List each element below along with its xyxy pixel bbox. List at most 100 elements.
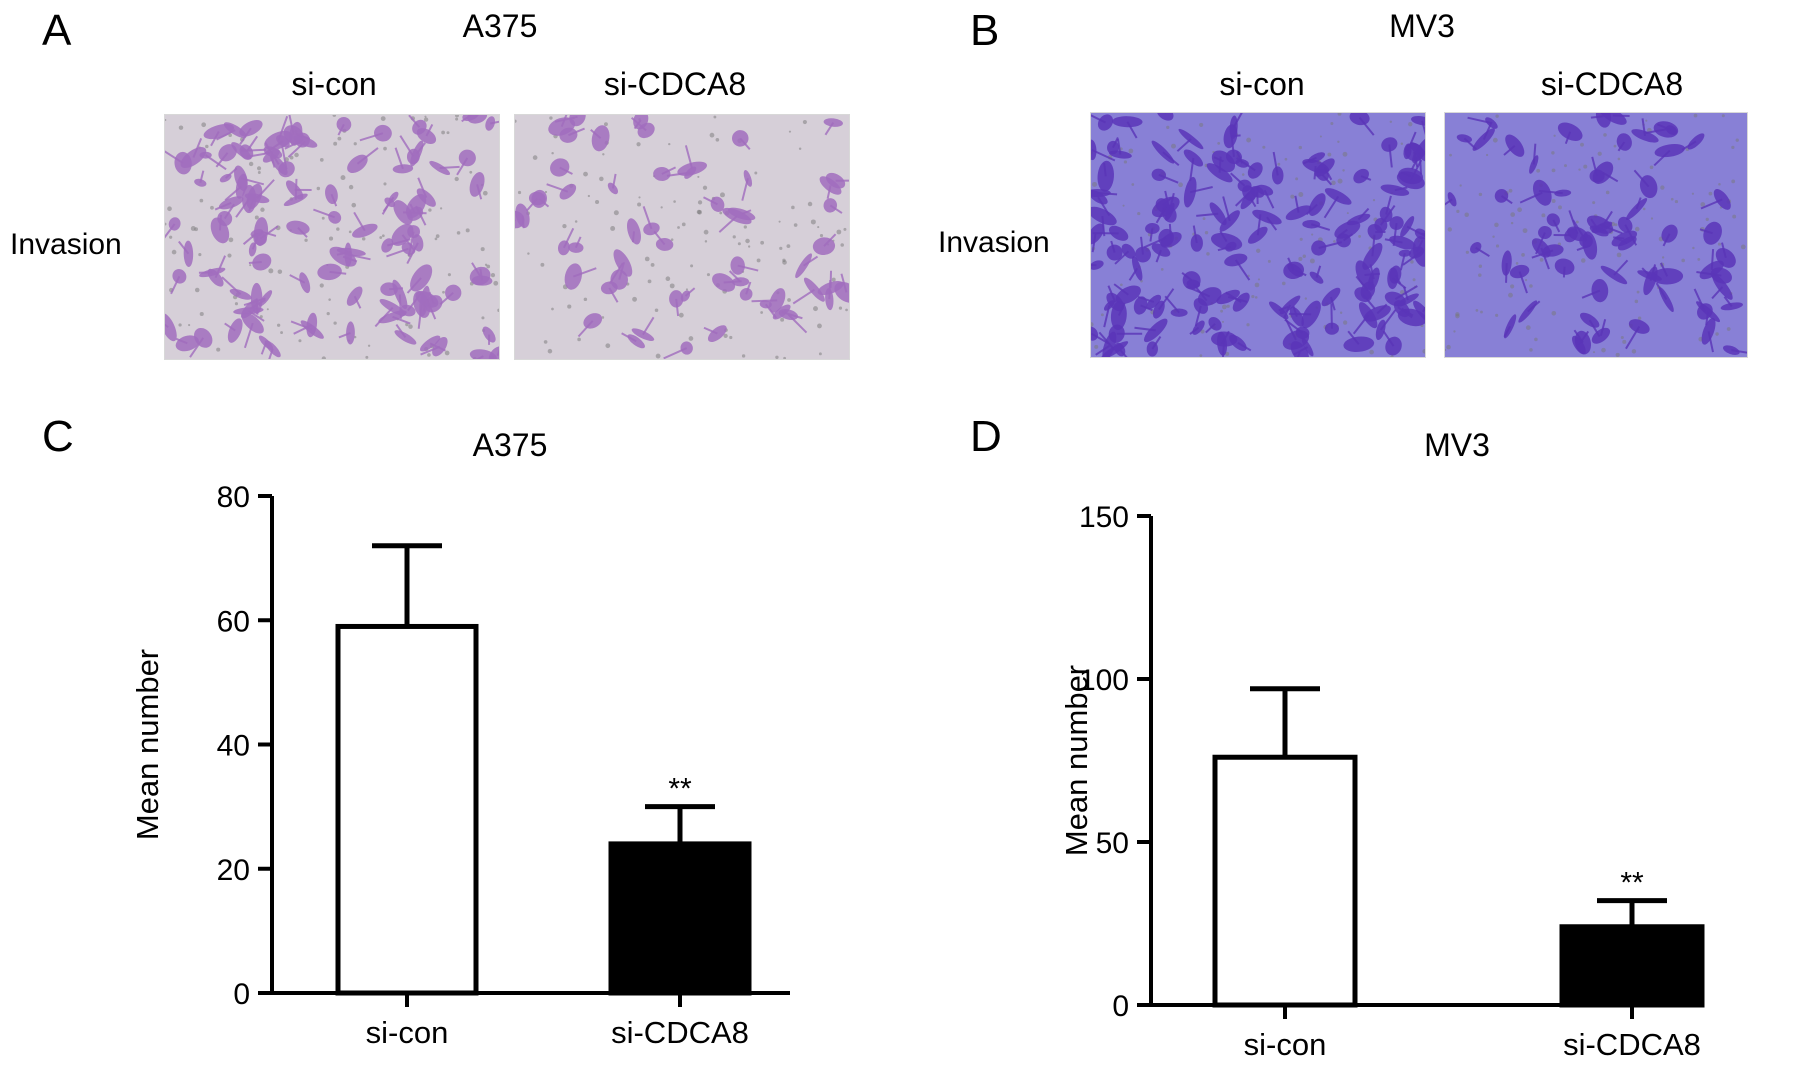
micrograph-pore xyxy=(351,202,357,208)
micrograph-pore xyxy=(583,297,588,302)
bar xyxy=(335,623,479,996)
micrograph-process xyxy=(684,287,696,297)
micrograph-pore xyxy=(1137,211,1141,216)
micrograph-pore xyxy=(326,311,330,316)
micrograph-pore xyxy=(198,252,202,257)
micrograph-process xyxy=(329,270,347,275)
micrograph-pore xyxy=(332,115,337,117)
micrograph-process xyxy=(235,198,250,218)
micrograph-cell xyxy=(1192,320,1205,335)
micrograph-background xyxy=(515,115,849,359)
micrograph-pore xyxy=(1302,254,1306,258)
micrograph-process xyxy=(1217,245,1232,252)
micrograph-cell xyxy=(1591,327,1611,344)
panel-a-col-label-1: si-con xyxy=(291,66,377,102)
micrograph-cell xyxy=(1314,158,1335,177)
micrograph-process xyxy=(1699,228,1713,235)
micrograph-process xyxy=(471,262,481,277)
micrograph-pore xyxy=(1541,213,1546,218)
panel-b-col-label-1: si-con xyxy=(1219,66,1305,102)
micrograph-pore xyxy=(1731,145,1735,150)
micrograph-process xyxy=(1399,252,1406,271)
micrograph-pore xyxy=(1478,264,1483,268)
micrograph-pore xyxy=(171,249,177,255)
micrograph-pore xyxy=(1465,250,1469,254)
micrograph-pore xyxy=(1446,344,1451,350)
micrograph-process xyxy=(1445,198,1453,206)
micrograph-process xyxy=(1128,267,1139,281)
micrograph-pore xyxy=(810,219,816,225)
micrograph-pore xyxy=(732,235,736,239)
panel-a-title: A375 xyxy=(462,8,538,44)
micrograph-process xyxy=(1097,196,1111,217)
micrograph-pore xyxy=(599,176,604,182)
micrograph-process xyxy=(1599,319,1607,337)
micrograph-pore xyxy=(336,227,340,231)
micrograph-pore xyxy=(778,220,781,223)
micrograph-cell xyxy=(194,327,213,348)
micrograph-cell xyxy=(1170,308,1188,317)
micrograph-process xyxy=(824,122,835,136)
micrograph-cell xyxy=(1268,301,1289,320)
micrograph-pore xyxy=(178,323,182,327)
micrograph-cell xyxy=(352,223,378,238)
micrograph-cell xyxy=(1206,163,1233,183)
micrograph-pore xyxy=(780,317,785,322)
micrograph-process xyxy=(496,349,499,357)
micrograph-pore xyxy=(167,206,172,212)
micrograph-process xyxy=(251,236,259,250)
micrograph-process xyxy=(224,185,243,202)
micrograph-pore xyxy=(294,152,299,158)
micrograph-process xyxy=(175,337,188,345)
micrograph-pore xyxy=(1412,278,1416,282)
micrograph-process xyxy=(394,147,404,170)
micrograph-background xyxy=(1445,113,1747,357)
micrograph-cell xyxy=(165,313,177,342)
micrograph-pore xyxy=(1206,252,1210,256)
y-tick-label: 0 xyxy=(1112,990,1129,1023)
micrograph-process xyxy=(1693,288,1706,312)
micrograph-pore xyxy=(527,252,530,255)
micrograph-pore xyxy=(1661,256,1665,259)
micrograph-pore xyxy=(1515,262,1519,265)
micrograph-pore xyxy=(760,311,764,314)
micrograph-cell xyxy=(1400,216,1415,238)
micrograph-process xyxy=(392,315,411,325)
micrograph-pore xyxy=(1492,137,1498,143)
micrograph-pore xyxy=(1346,212,1349,215)
micrograph-pore xyxy=(497,308,499,312)
micrograph-pore xyxy=(337,136,342,141)
micrograph-pore xyxy=(1267,259,1271,263)
micrograph-pore xyxy=(1478,273,1482,277)
micrograph-pore xyxy=(703,229,709,235)
micrograph-process xyxy=(395,323,407,338)
micrograph-process xyxy=(214,201,232,211)
micrograph-process xyxy=(223,203,235,220)
micrograph-pore xyxy=(1298,145,1302,150)
micrograph-pore xyxy=(551,307,554,311)
micrograph-pore xyxy=(638,196,641,199)
micrograph-pore xyxy=(1692,246,1695,250)
micrograph-process xyxy=(1321,174,1333,186)
micrograph-process xyxy=(562,227,575,249)
micrograph-process xyxy=(1164,295,1180,314)
micrograph-process xyxy=(439,165,460,169)
micrograph-process xyxy=(337,123,345,136)
micrograph-pore xyxy=(1510,221,1514,225)
micrograph-cell xyxy=(1219,210,1240,232)
micrograph-process xyxy=(739,137,751,150)
y-tick-label: 50 xyxy=(1096,827,1129,860)
micrograph-process xyxy=(1323,167,1333,181)
micrograph-pore xyxy=(455,117,459,121)
micrograph-pore xyxy=(1715,332,1719,336)
micrograph-process xyxy=(608,287,619,303)
micrograph-process xyxy=(386,247,409,258)
micrograph-cell xyxy=(759,300,772,309)
micrograph-cell xyxy=(684,166,697,179)
micrograph-process xyxy=(728,270,742,283)
micrograph-process xyxy=(661,166,677,175)
micrograph-process xyxy=(416,142,427,155)
micrograph-pore xyxy=(601,316,605,319)
micrograph-pore xyxy=(321,216,325,220)
chart-title: MV3 xyxy=(1424,427,1490,463)
